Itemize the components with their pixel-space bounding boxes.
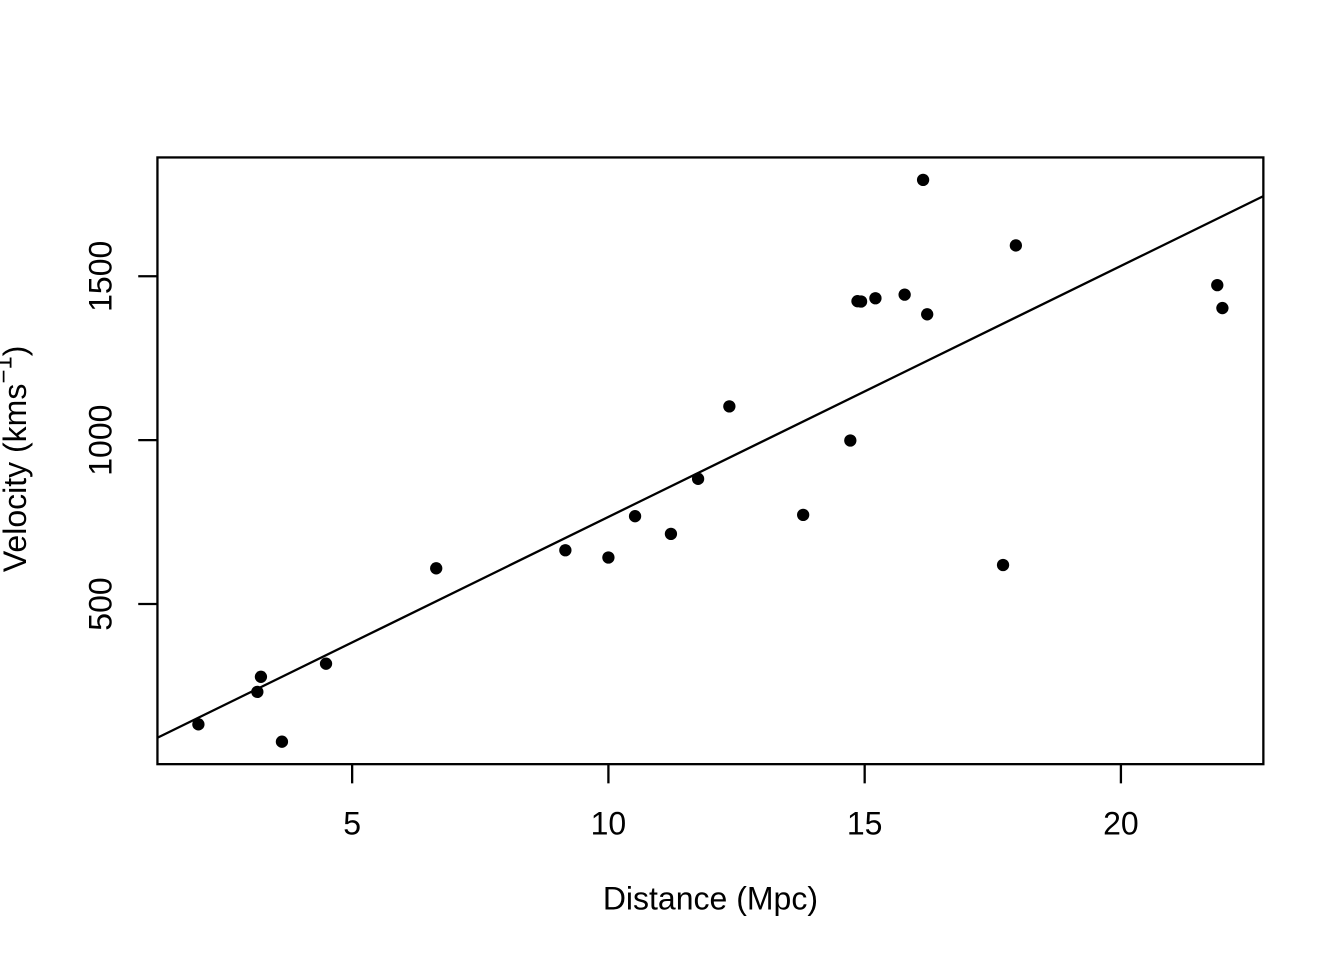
svg-text:500: 500 xyxy=(83,577,119,630)
svg-text:1500: 1500 xyxy=(83,241,119,312)
svg-text:15: 15 xyxy=(847,805,883,841)
svg-text:1000: 1000 xyxy=(83,405,119,476)
svg-text:Distance (Mpc): Distance (Mpc) xyxy=(603,881,818,917)
svg-text:10: 10 xyxy=(591,805,627,841)
svg-text:5: 5 xyxy=(343,805,361,841)
svg-text:20: 20 xyxy=(1103,805,1139,841)
